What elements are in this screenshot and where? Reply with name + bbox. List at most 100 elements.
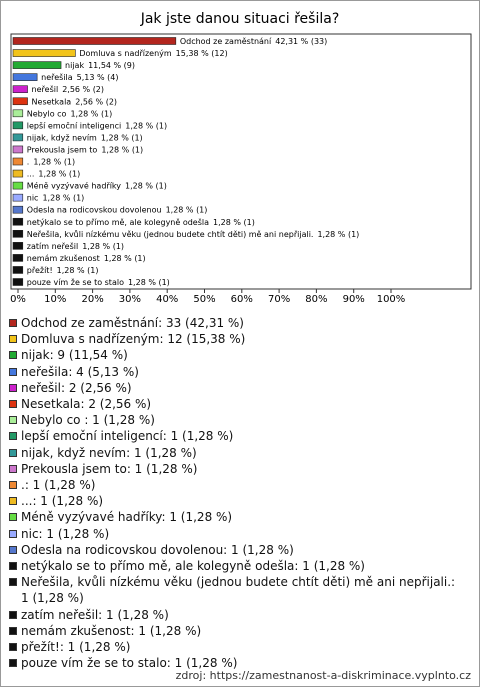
bar-value-label: 1,28 % (1) <box>82 241 124 250</box>
bar-category: zatím neřešil <box>27 240 78 250</box>
x-tick-label: 0% <box>10 294 26 305</box>
bar-label: lepší emoční inteligenci 1,28 % (1) <box>27 120 167 130</box>
bar-value-label: 1,28 % (1) <box>70 109 112 118</box>
bar-value-label: 1,28 % (1) <box>101 133 143 142</box>
bar-value-label: 15,38 % (12) <box>176 49 228 58</box>
legend-item: netýkalo se to přímo mě, ale kolegyně od… <box>9 558 464 574</box>
bar <box>12 157 24 166</box>
legend-label: Neřešila, kvůli nízkému věku (jednou bud… <box>21 575 456 606</box>
bar-category: nemám zkušenost <box>27 252 100 262</box>
legend-item: .: 1 (1,28 %) <box>9 477 464 493</box>
bar <box>12 193 24 202</box>
bar-label: neřešila 5,13 % (4) <box>41 72 118 82</box>
bar-category: neřešil <box>32 84 59 94</box>
legend-item: Domluva s nadřízeným: 12 (15,38 %) <box>9 331 464 347</box>
bar <box>12 61 62 69</box>
bar-label: neřešil 2,56 % (2) <box>32 84 104 94</box>
legend-swatch <box>9 416 17 425</box>
legend-swatch <box>9 481 17 490</box>
bar <box>12 37 177 45</box>
bar <box>12 109 24 118</box>
legend-label: nijak: 9 (11,54 %) <box>21 348 128 363</box>
bar-category: nijak, když nevím <box>27 133 97 142</box>
bar-category: Méně vyzývavé hadříky <box>27 180 122 190</box>
legend-label: Nesetkala: 2 (2,56 %) <box>21 397 152 412</box>
bar <box>12 205 24 214</box>
bar-category: nic <box>27 193 39 202</box>
bar-category: netýkalo se to přímo mě, ale kolegyně od… <box>27 216 209 226</box>
bar-value-label: 1,28 % (1) <box>104 253 146 262</box>
legend-label: nemám zkušenost: 1 (1,28 %) <box>21 623 202 638</box>
x-tick-label: 100% <box>377 294 406 305</box>
legend-item: Prekousla jsem to: 1 (1,28 %) <box>9 461 464 477</box>
legend-swatch <box>9 383 17 392</box>
legend-swatch <box>9 351 17 360</box>
legend-swatch <box>9 319 17 327</box>
bar-label: Odchod ze zaměstnání 42,31 % (33) <box>180 37 327 46</box>
x-tick-label: 10% <box>44 294 66 305</box>
bar-value-label: 1,28 % (1) <box>33 157 75 166</box>
x-tick-label: 20% <box>81 294 103 305</box>
bar-value-label: 1,28 % (1) <box>317 229 359 238</box>
legend-label: ...: 1 (1,28 %) <box>21 494 104 509</box>
legend-label: Prekousla jsem to: 1 (1,28 %) <box>21 461 198 476</box>
bar-label: Odesla na rodicovskou dovolenou 1,28 % (1… <box>27 205 208 214</box>
bar-category: Domluva s nadřízeným <box>79 49 172 58</box>
bar-label: nijak 11,54 % (9) <box>65 61 135 70</box>
bar-value-label: 42,31 % (33) <box>275 37 327 46</box>
legend-label: přežít!: 1 (1,28 %) <box>21 640 131 655</box>
bar-category: přežít! <box>27 265 53 274</box>
bar-label: pouze vím že se to stalo 1,28 % (1) <box>27 278 170 287</box>
legend-swatch <box>9 400 17 409</box>
bar-label: nemám zkušenost 1,28 % (1) <box>27 252 146 262</box>
legend-item: Nebylo co : 1 (1,28 %) <box>9 412 464 428</box>
bar-value-label: 1,28 % (1) <box>125 121 167 130</box>
plot-frame <box>10 33 472 290</box>
bar-label: . 1,28 % (1) <box>27 157 75 166</box>
bar <box>12 217 24 226</box>
legend-item: lepší emoční inteligencí: 1 (1,28 %) <box>9 428 464 444</box>
source: zdroj: https://zamestnanost-a-diskrimina… <box>175 669 471 682</box>
bar-category: Nesetkala <box>32 97 72 106</box>
legend-item: neřešil: 2 (2,56 %) <box>9 380 464 396</box>
legend-item: ...: 1 (1,28 %) <box>9 493 464 509</box>
x-tick-label: 60% <box>231 294 253 305</box>
legend-label: zatím neřešil: 1 (1,28 %) <box>21 607 169 622</box>
bar-label: netýkalo se to přímo mě, ale kolegyně od… <box>27 216 255 226</box>
bar-value-label: 5,13 % (4) <box>77 73 119 82</box>
bar-category: Prekousla jsem to <box>27 145 98 154</box>
x-tick-label: 50% <box>193 294 215 305</box>
bar-value-label: 2,56 % (2) <box>75 97 117 106</box>
bar-category: Odchod ze zaměstnání <box>180 37 272 46</box>
bar-category: neřešila <box>41 72 73 82</box>
bar-category: nijak <box>65 61 84 70</box>
bar-value-label: 11,54 % (9) <box>88 61 135 70</box>
legend-item: Odchod ze zaměstnání: 33 (42,31 %) <box>9 315 464 331</box>
legend-label: Odchod ze zaměstnání: 33 (42,31 %) <box>21 316 244 330</box>
legend-item: nijak: 9 (11,54 %) <box>9 347 464 363</box>
bar <box>12 121 24 130</box>
legend-swatch <box>9 610 17 619</box>
legend-swatch <box>9 464 17 473</box>
bar <box>12 181 24 190</box>
bar-label: zatím neřešil 1,28 % (1) <box>27 240 124 250</box>
x-tick-label: 80% <box>305 294 327 305</box>
legend-label: Odesla na rodicovskou dovolenou: 1 (1,28… <box>21 542 294 557</box>
bar-category: Neřešila, kvůli nízkému věku (jednou bud… <box>27 228 314 238</box>
legend-item: pouze vím že se to stalo: 1 (1,28 %) <box>9 655 464 671</box>
legend-swatch <box>9 367 17 376</box>
bar <box>12 145 24 154</box>
bar-label: Nebylo co 1,28 % (1) <box>27 109 113 118</box>
bar-label: Domluva s nadřízeným 15,38 % (12) <box>79 49 227 58</box>
legend-swatch <box>9 562 17 571</box>
bar-value-label: 1,28 % (1) <box>213 217 255 226</box>
legend-label: neřešila: 4 (5,13 %) <box>21 364 139 379</box>
bar <box>12 230 24 238</box>
chart: Jak jste danou situaci řešila? 0% 10% 20% 3… <box>10 11 472 305</box>
bar-value-label: 2,56 % (2) <box>62 85 104 94</box>
legend-item: nijak, když nevím: 1 (1,28 %) <box>9 445 464 461</box>
bar-value-label: 1,28 % (1) <box>101 145 143 154</box>
legend-label: nijak, když nevím: 1 (1,28 %) <box>21 445 197 460</box>
legend-label: nic: 1 (1,28 %) <box>21 526 110 541</box>
legend-swatch <box>9 643 17 652</box>
